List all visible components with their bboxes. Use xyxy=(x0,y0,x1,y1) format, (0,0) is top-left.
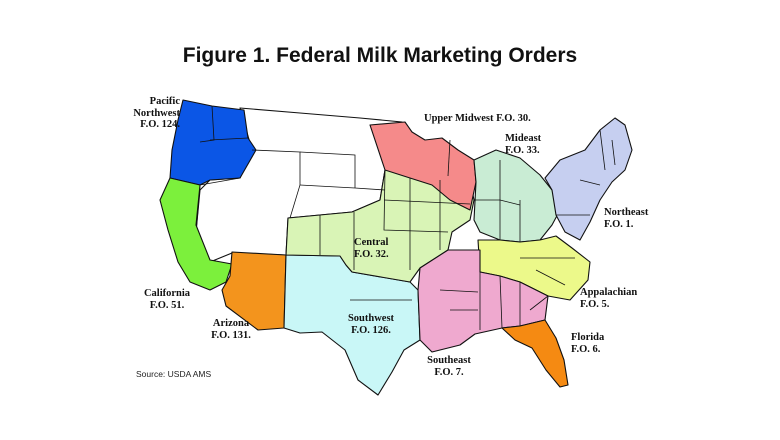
label-pacific-northwest: Pacific Northwest F.O. 124. xyxy=(133,96,180,130)
label-california: California F.O. 51. xyxy=(143,288,191,311)
label-upper-midwest: Upper Midwest F.O. 30. xyxy=(424,113,531,124)
source-note: Source: USDA AMS xyxy=(136,369,212,379)
label-northeast: Northeast F.O. 1. xyxy=(604,207,649,230)
northeast-region xyxy=(544,117,633,241)
label-central: Central F.O. 32. xyxy=(354,237,389,260)
label-florida: Florida F.O. 6. xyxy=(571,332,605,355)
central-region xyxy=(285,169,475,283)
label-southeast: Southeast F.O. 7. xyxy=(427,355,471,378)
california-region xyxy=(159,177,233,291)
state-borders xyxy=(199,105,616,330)
label-appalachian: Appalachian F.O. 5. xyxy=(580,287,638,310)
label-arizona: Arizona F.O. 131. xyxy=(211,318,251,341)
mideast-region xyxy=(473,149,561,243)
florida-region xyxy=(501,319,569,388)
label-mideast: Mideast F.O. 33. xyxy=(505,133,542,156)
pacific-northwest-region xyxy=(169,99,257,186)
figure-title: Figure 1. Federal Milk Marketing Orders xyxy=(182,44,578,67)
label-southwest: Southwest F.O. 126. xyxy=(347,313,395,336)
